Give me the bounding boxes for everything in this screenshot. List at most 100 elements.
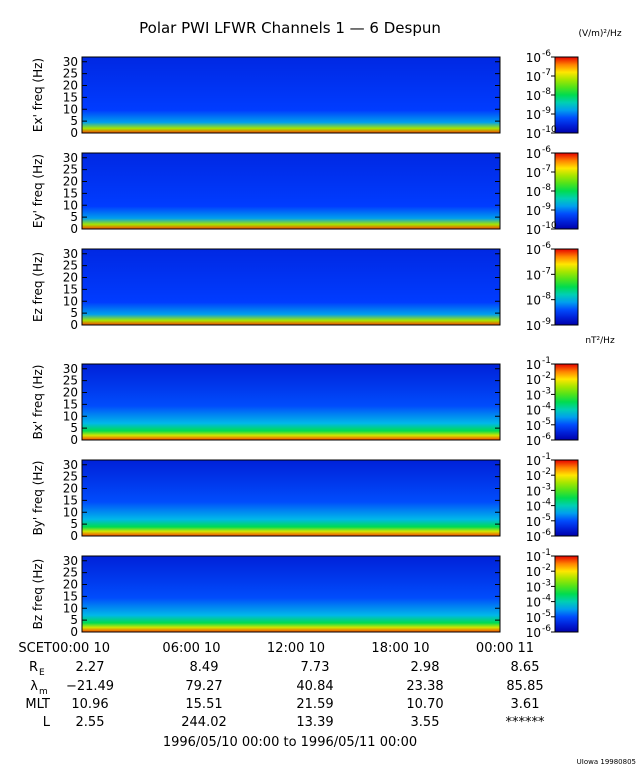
ephemeris-value: 21.59 xyxy=(296,697,333,712)
colorbar-bar xyxy=(554,152,579,230)
ephemeris-row-1: R E 2.27 8.49 7.73 2.98 8.65 xyxy=(29,660,540,678)
y-tick-label: 5 xyxy=(70,306,78,320)
colorbar-bar xyxy=(554,459,579,537)
colorbar-exponent: -8 xyxy=(542,183,551,193)
y-axis-label: Bx' freq (Hz) xyxy=(31,365,45,440)
ephemeris-row-4: L 2.55 244.02 13.39 3.55 ****** xyxy=(43,715,545,730)
ephemeris-label: L xyxy=(43,715,51,730)
colorbar-exponent: -8 xyxy=(542,292,551,302)
colorbar-bar xyxy=(554,363,579,441)
colorbar-5: 10-110-210-310-410-510-6 xyxy=(526,452,579,544)
ephemeris-value: 79.27 xyxy=(185,679,222,694)
y-tick-label: 25 xyxy=(63,67,78,81)
y-tick-label: 10 xyxy=(63,505,78,519)
colorbar-tick-label: 10 xyxy=(526,550,541,564)
colorbar-exponent: -9 xyxy=(542,106,551,116)
colorbar-tick-label: 10 xyxy=(526,185,541,199)
ephemeris-value: −21.49 xyxy=(66,679,114,694)
colorbar-tick-label: 10 xyxy=(526,454,541,468)
y-tick-label: 10 xyxy=(63,198,78,212)
ephemeris-value: ****** xyxy=(506,715,546,730)
colorbar-exponent: -4 xyxy=(542,402,551,412)
y-tick-label: 15 xyxy=(63,589,78,603)
colorbar-tick-label: 10 xyxy=(526,51,541,65)
colorbar-exponent: -7 xyxy=(542,266,551,276)
colorbar-tick-label: 10 xyxy=(526,388,541,402)
ephemeris-value: 8.49 xyxy=(190,660,219,675)
colorbar-bar xyxy=(554,248,579,326)
ephemeris-value: 7.73 xyxy=(301,660,330,675)
colorbar-exponent: -5 xyxy=(542,417,551,427)
colorbar-tick-label: 10 xyxy=(526,373,541,387)
y-tick-label: 30 xyxy=(63,55,78,69)
colorbar-exponent: -6 xyxy=(542,49,551,59)
colorbar-exponent: -1 xyxy=(542,356,551,366)
x-tick-label: 18:00 10 xyxy=(371,641,429,656)
colorbar-unit: nT²/Hz xyxy=(585,336,615,346)
plot-frame xyxy=(81,363,501,441)
spectrogram-image xyxy=(82,364,500,440)
colorbar-exponent: -7 xyxy=(542,164,551,174)
y-tick-label: 0 xyxy=(70,625,78,639)
y-tick-label: 5 xyxy=(70,421,78,435)
ephemeris-sublabel: m xyxy=(39,687,48,697)
y-axis-label: Ey' freq (Hz) xyxy=(31,154,45,228)
x-tick-label: 06:00 10 xyxy=(162,641,220,656)
y-tick-label: 20 xyxy=(63,175,78,189)
y-tick-label: 25 xyxy=(63,566,78,580)
ephemeris-value: 244.02 xyxy=(181,715,227,730)
y-tick-label: 10 xyxy=(63,294,78,308)
ephemeris-sublabel: E xyxy=(39,668,45,678)
y-tick-label: 5 xyxy=(70,210,78,224)
spectrogram-image xyxy=(82,556,500,632)
y-tick-label: 25 xyxy=(63,374,78,388)
y-tick-label: 30 xyxy=(63,151,78,165)
colorbar-exponent: -8 xyxy=(542,87,551,97)
colorbar-exponent: -6 xyxy=(542,241,551,251)
y-tick-label: 20 xyxy=(63,79,78,93)
y-axis-label: By' freq (Hz) xyxy=(31,461,45,536)
colorbar-3: 10-610-710-810-9 xyxy=(526,241,579,333)
colorbar-exponent: -2 xyxy=(542,563,551,573)
y-tick-label: 15 xyxy=(63,186,78,200)
ephemeris-value: 10.96 xyxy=(71,697,108,712)
colorbar-exponent: -1 xyxy=(542,452,551,462)
ephemeris-value: 3.61 xyxy=(511,697,540,712)
x-tick-label: 00:00 11 xyxy=(476,641,534,656)
colorbar-bar xyxy=(554,56,579,134)
colorbar-tick-label: 10 xyxy=(526,500,541,514)
colorbar-tick-label: 10 xyxy=(526,147,541,161)
colorbar-exponent: -6 xyxy=(542,432,551,442)
plot-frame xyxy=(81,555,501,633)
colorbar-tick-label: 10 xyxy=(526,515,541,529)
y-tick-label: 20 xyxy=(63,386,78,400)
colorbar-tick-label: 10 xyxy=(526,166,541,180)
colorbar-tick-label: 10 xyxy=(526,319,541,333)
colorbar-tick-label: 10 xyxy=(526,89,541,103)
ephemeris-value: 2.27 xyxy=(76,660,105,675)
spectrogram-image xyxy=(82,460,500,536)
x-tick-label: 12:00 10 xyxy=(267,641,325,656)
colorbar-tick-label: 10 xyxy=(526,358,541,372)
y-tick-label: 0 xyxy=(70,126,78,140)
ephemeris-label: λ xyxy=(30,679,38,694)
chart-title: Polar PWI LFWR Channels 1 — 6 Despun xyxy=(139,19,441,37)
colorbar-unit: (V/m)²/Hz xyxy=(578,29,621,39)
colorbar-tick-label: 10 xyxy=(526,223,541,237)
plot-frame xyxy=(81,459,501,537)
y-tick-label: 15 xyxy=(63,90,78,104)
ephemeris-row-2: λ m −21.49 79.27 40.84 23.38 85.85 xyxy=(30,679,543,697)
colorbar-exponent: -5 xyxy=(542,609,551,619)
plot-frame xyxy=(81,152,501,230)
ephemeris-row-3: MLT 10.96 15.51 21.59 10.70 3.61 xyxy=(25,697,539,712)
y-tick-label: 5 xyxy=(70,114,78,128)
colorbar-tick-label: 10 xyxy=(526,127,541,141)
colorbar-tick-label: 10 xyxy=(526,70,541,84)
time-axis: SCET00:00 10 06:00 10 12:00 10 18:00 10 00:0… xyxy=(18,641,534,656)
